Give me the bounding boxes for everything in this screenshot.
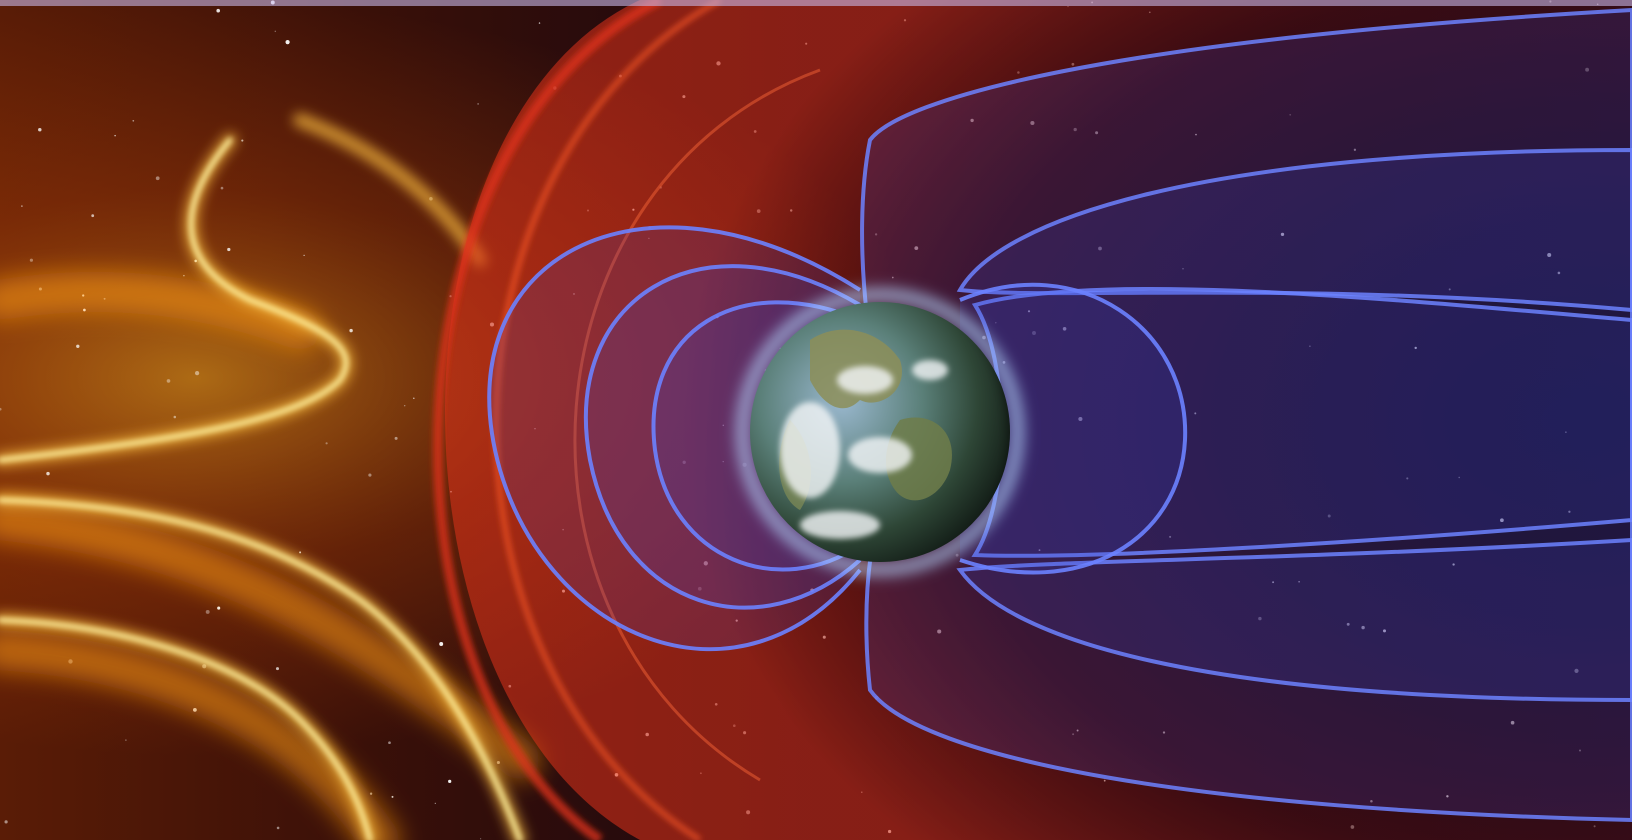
star [0, 407, 2, 411]
star [183, 274, 185, 277]
solar-wind [0, 113, 540, 840]
star [413, 397, 415, 400]
star [38, 127, 42, 132]
star [479, 838, 482, 840]
star [394, 436, 398, 440]
star [132, 119, 135, 122]
star [91, 214, 95, 218]
star [241, 139, 244, 142]
star [220, 186, 224, 190]
star [274, 30, 277, 33]
star [216, 8, 220, 13]
star [299, 551, 302, 554]
star [114, 134, 116, 137]
star [205, 609, 210, 614]
star [275, 667, 280, 671]
star [29, 258, 33, 262]
magnetotail [860, 7, 1632, 823]
star [21, 205, 23, 207]
star [538, 22, 541, 24]
star [349, 328, 353, 333]
star [303, 254, 305, 257]
star [448, 779, 452, 784]
top-edge [0, 0, 1632, 6]
star [391, 795, 394, 798]
star [388, 741, 391, 745]
star [4, 820, 8, 824]
star [325, 442, 328, 445]
earth-globe [730, 282, 1030, 582]
star [166, 379, 171, 383]
star [125, 739, 127, 741]
star [227, 247, 231, 252]
star [477, 103, 479, 105]
star [217, 606, 221, 610]
star [439, 642, 444, 646]
bow-shock [432, 0, 1632, 840]
star [368, 473, 372, 477]
star [285, 40, 290, 45]
star [155, 176, 160, 181]
star [46, 471, 50, 476]
star [434, 802, 436, 805]
star [403, 404, 406, 407]
star [194, 370, 200, 376]
star [76, 344, 80, 348]
star [173, 415, 177, 419]
star [276, 826, 280, 830]
